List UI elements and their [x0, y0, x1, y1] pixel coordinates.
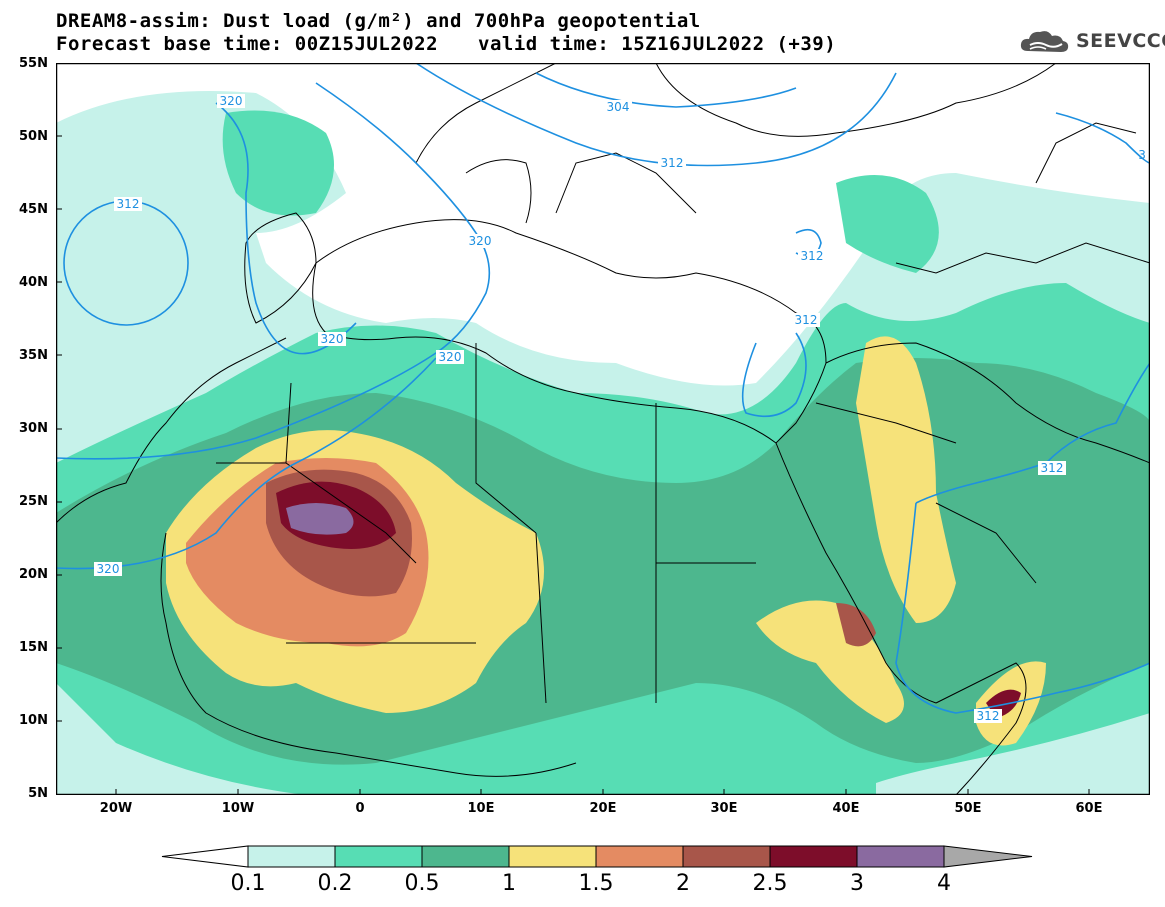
dust-band-1-arabia: [856, 336, 956, 623]
contour-label: 312: [795, 313, 818, 327]
lon-label: 20W: [99, 801, 133, 816]
colorbar-swatch: [334, 845, 423, 868]
contour-label: 312: [977, 709, 1000, 723]
valid-time: valid time: 15Z16JUL2022 (+39): [478, 33, 837, 55]
contour-label: 312: [117, 197, 140, 211]
dust-field: [56, 91, 1150, 795]
lon-label: 40E: [832, 801, 860, 816]
lon-label: 10E: [467, 801, 495, 816]
colorbar-underflow-triangle: [161, 845, 249, 868]
seevccc-logo: SEEVCCC: [1018, 26, 1165, 56]
colorbar-overflow-triangle: [943, 845, 1033, 868]
lat-label: 15N: [19, 640, 48, 655]
contour-label: 320: [439, 350, 462, 364]
colorbar-label: 4: [937, 871, 951, 896]
lon-label: 60E: [1075, 801, 1103, 816]
lat-label: 45N: [19, 202, 48, 217]
lat-label: 50N: [19, 129, 48, 144]
contour-label: 320: [321, 332, 344, 346]
colorbar-swatch: [595, 845, 684, 868]
lat-label: 35N: [19, 348, 48, 363]
logo-text: SEEVCCC: [1076, 30, 1165, 52]
contour-label: 304: [607, 100, 630, 114]
coastlines: [56, 63, 1150, 795]
map-title: DREAM8-assim: Dust load (g/m²) and 700hP…: [56, 10, 701, 32]
cloud-logo-icon: [1020, 31, 1069, 52]
contour-label: 312: [661, 156, 684, 170]
contour-labels: 320 312 304 312 3 320 320 320 320 312 31…: [94, 94, 1146, 723]
base-time: Forecast base time: 00Z15JUL2022: [56, 33, 439, 55]
colorbar-label: 1: [502, 871, 516, 896]
lon-label: 0: [355, 801, 365, 816]
colorbar-swatch: [856, 845, 945, 868]
contour-label: 312: [801, 249, 824, 263]
lon-label: 50E: [954, 801, 982, 816]
colorbar-label: 2.5: [752, 871, 788, 896]
dust-band-1-horn: [756, 600, 904, 723]
lat-label: 10N: [19, 713, 48, 728]
lat-label: 20N: [19, 567, 48, 582]
colorbar-label: 0.2: [317, 871, 353, 896]
contour-label: 320: [97, 562, 120, 576]
colorbar-label: 0.5: [404, 871, 440, 896]
colorbar: [161, 845, 1033, 868]
colorbar-label: 2: [676, 871, 690, 896]
contour-label: 320: [220, 94, 243, 108]
dust-band-2-horn: [836, 603, 876, 647]
contour-label: 312: [1041, 461, 1064, 475]
colorbar-swatch: [421, 845, 510, 868]
lat-label: 5N: [28, 786, 48, 801]
colorbar-swatch: [769, 845, 858, 868]
lat-label: 55N: [19, 56, 48, 71]
colorbar-swatch: [682, 845, 771, 868]
dust-load-map: 320 312 304 312 3 320 320 320 320 312 31…: [56, 63, 1150, 795]
dust-band-3: [286, 503, 354, 535]
lat-label: 30N: [19, 421, 48, 436]
lat-label: 25N: [19, 494, 48, 509]
lat-label: 40N: [19, 275, 48, 290]
lon-label: 30E: [710, 801, 738, 816]
axis-ticks: [56, 63, 1090, 795]
contour-label: 320: [469, 234, 492, 248]
colorbar-label: 3: [850, 871, 864, 896]
colorbar-label: 0.1: [230, 871, 266, 896]
contour-label: 3: [1138, 148, 1146, 162]
colorbar-label: 1.5: [578, 871, 614, 896]
lon-label: 20E: [589, 801, 617, 816]
colorbar-swatch: [508, 845, 597, 868]
dust-band-0-2-caspian: [836, 175, 939, 273]
colorbar-swatch: [247, 845, 336, 868]
dust-band-0-2-north: [222, 110, 334, 216]
lon-label: 10W: [221, 801, 255, 816]
